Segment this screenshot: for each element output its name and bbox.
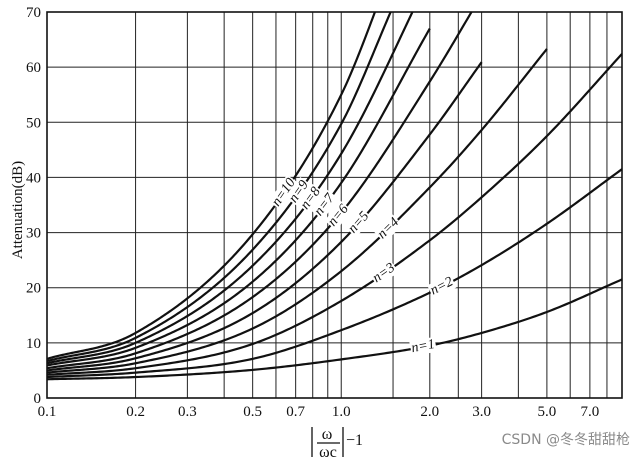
x-tick-label: 0.1 <box>38 404 57 420</box>
curve-label-background <box>409 336 438 357</box>
curve-label-background <box>310 189 339 220</box>
x-tick-labels: 0.1 0.2 0.3 0.5 0.7 1.0 2.0 3.0 5.0 7.0 <box>38 404 600 420</box>
curve-label-group: n=1n=2n=3n=4n=5n=6n=7n=8n=9n=10 <box>268 174 457 357</box>
curve-n-9 <box>47 12 392 363</box>
y-tick-label: 0 <box>34 391 42 407</box>
curve-label-background <box>427 274 457 299</box>
curve-n-10 <box>47 12 377 360</box>
y-tick-label: 60 <box>26 60 41 76</box>
x-label-numerator: ω <box>322 426 333 443</box>
curve-n-8 <box>47 12 414 365</box>
x-axis-label: ω ωc −1 <box>311 426 363 460</box>
x-tick-label: 2.0 <box>420 404 439 420</box>
curve-label-background <box>369 259 399 287</box>
y-tick-label: 10 <box>26 336 41 352</box>
curve-label-background <box>268 174 300 211</box>
curve-n-3 <box>47 53 622 376</box>
y-tick-label: 30 <box>26 226 41 242</box>
x-tick-label: 0.3 <box>178 404 197 420</box>
curve-n-4 <box>47 48 548 374</box>
x-tick-label: 0.7 <box>286 404 305 420</box>
x-tick-label: 3.0 <box>472 404 491 420</box>
x-tick-label: 7.0 <box>581 404 600 420</box>
x-tick-label: 0.5 <box>243 404 262 420</box>
x-tick-label: 5.0 <box>538 404 557 420</box>
curve-label-n-3: n=3 <box>370 260 398 286</box>
y-axis-label: Attenuation(dB) <box>10 161 26 259</box>
x-label-suffix: −1 <box>346 432 363 449</box>
curve-n-1 <box>47 278 622 381</box>
curve-label-background <box>374 214 403 243</box>
y-tick-label: 40 <box>26 170 41 186</box>
curve-n-5 <box>47 61 483 372</box>
plot-frame <box>46 11 623 399</box>
x-tick-label: 1.0 <box>332 404 351 420</box>
y-tick-label: 20 <box>26 281 41 297</box>
x-label-denominator: ωc <box>319 444 337 460</box>
curve-n-2 <box>47 168 622 379</box>
curve-n-7 <box>47 27 431 367</box>
watermark-text: CSDN @冬冬甜甜枪 <box>502 431 630 448</box>
curve-label-background <box>344 208 373 238</box>
curve-n-6 <box>47 12 473 370</box>
x-tick-label: 0.2 <box>126 404 145 420</box>
y-tick-label: 50 <box>26 115 41 131</box>
y-tick-label: 70 <box>26 5 41 21</box>
curve-label-n-1: n=1 <box>410 337 436 356</box>
curve-label-background <box>297 183 325 214</box>
curve-label-background <box>285 177 313 207</box>
curve-label-background <box>324 201 353 231</box>
curve-group <box>47 12 622 381</box>
y-tick-labels: 0 10 20 30 40 50 60 70 <box>26 5 41 407</box>
